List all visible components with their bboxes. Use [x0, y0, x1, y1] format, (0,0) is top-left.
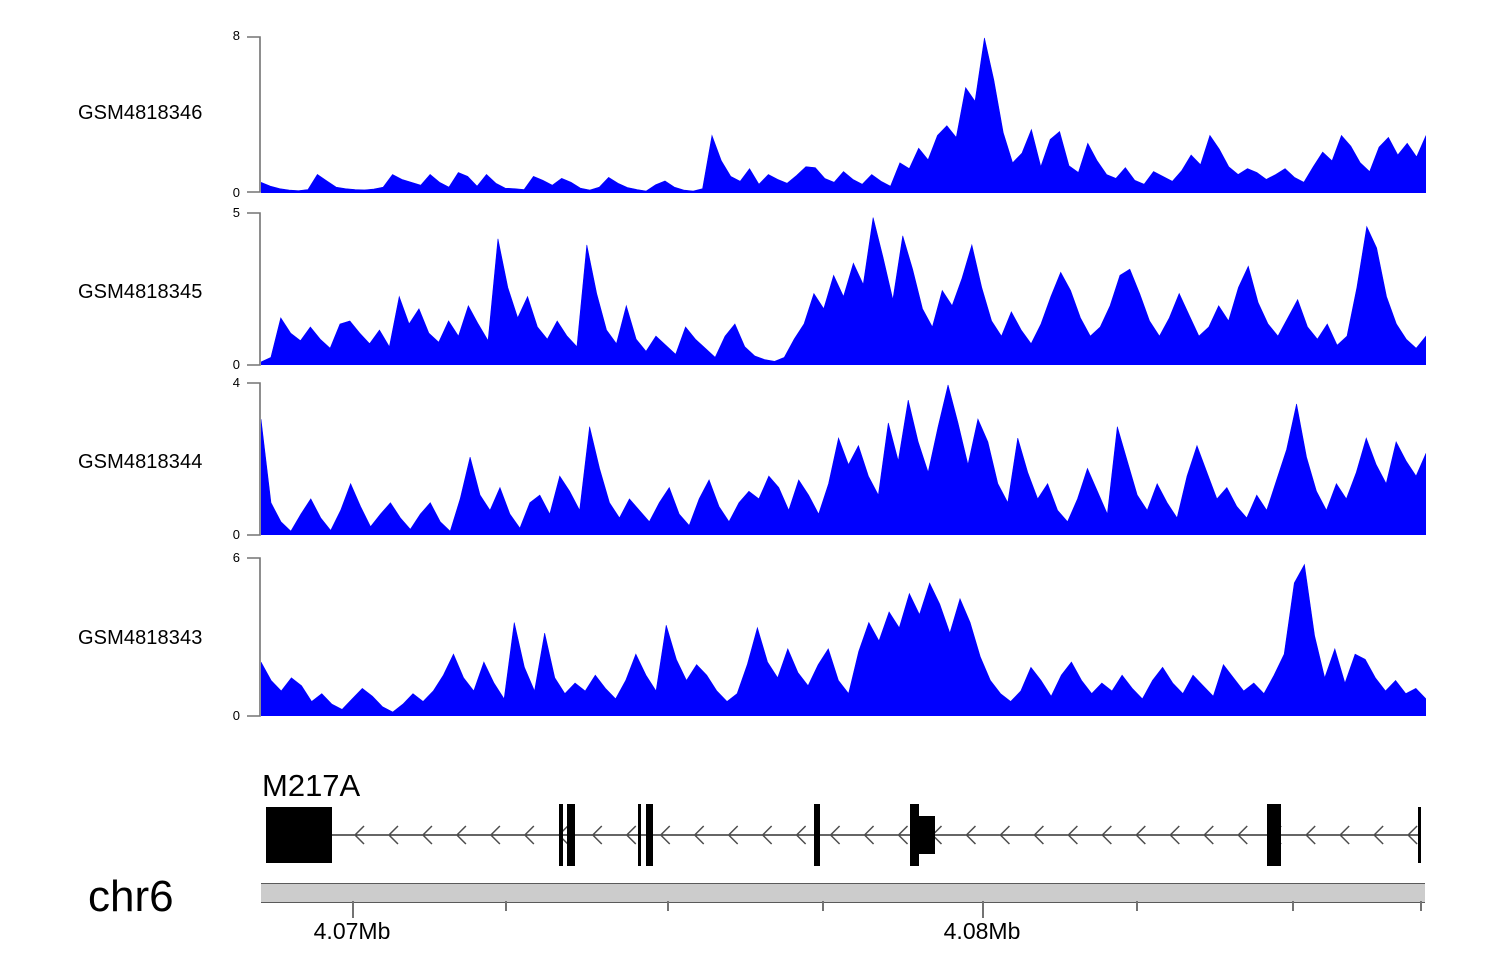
coverage-track-gsm4818346: GSM4818346 8 0 [0, 0, 1500, 205]
track-3-y-axis [246, 379, 268, 541]
coverage-track-gsm4818343: GSM4818343 6 0 [0, 545, 1500, 725]
axis-tick-label-2: 4.08Mb [943, 918, 1021, 944]
minor-tick-1 [505, 901, 507, 911]
track-4-ymax-label: 6 [232, 550, 240, 565]
coverage-track-gsm4818344: GSM4818344 4 0 [0, 375, 1500, 545]
major-tick-1 [352, 901, 354, 918]
major-tick-2 [982, 901, 984, 918]
track-1-y-axis [246, 32, 268, 198]
track-4-y-axis [246, 554, 268, 722]
gene-name-label: M217A [262, 768, 361, 803]
track-2-ymax-label: 5 [232, 205, 240, 220]
track-4-ymin-label: 0 [232, 708, 240, 723]
minor-tick-3 [822, 901, 824, 911]
track-label-2: GSM4818345 [78, 281, 203, 303]
track-label-4: GSM4818343 [78, 627, 203, 649]
ideogram-bar [261, 883, 1425, 903]
track-1-ymax-label: 8 [232, 28, 240, 43]
minor-tick-5 [1292, 901, 1294, 911]
minor-tick-6 [1420, 901, 1422, 911]
minor-tick-2 [667, 901, 669, 911]
track-label-1: GSM4818346 [78, 102, 203, 124]
track-2-ymin-label: 0 [232, 357, 240, 372]
track-1-ymin-label: 0 [232, 185, 240, 200]
track-label-3: GSM4818344 [78, 451, 203, 473]
track-4-coverage-area [261, 558, 1426, 716]
axis-tick-label-1: 4.07Mb [313, 918, 391, 944]
track-2-y-axis [246, 209, 268, 371]
track-3-ymin-label: 0 [232, 527, 240, 542]
track-1-coverage-area [261, 37, 1426, 193]
track-3-coverage-area [261, 383, 1426, 535]
track-2-coverage-area [261, 213, 1426, 365]
chromosome-label: chr6 [88, 872, 174, 921]
coverage-track-gsm4818345: GSM4818345 5 0 [0, 205, 1500, 375]
minor-tick-4 [1136, 901, 1138, 911]
gene-model [0, 795, 1500, 880]
track-3-ymax-label: 4 [232, 375, 240, 390]
